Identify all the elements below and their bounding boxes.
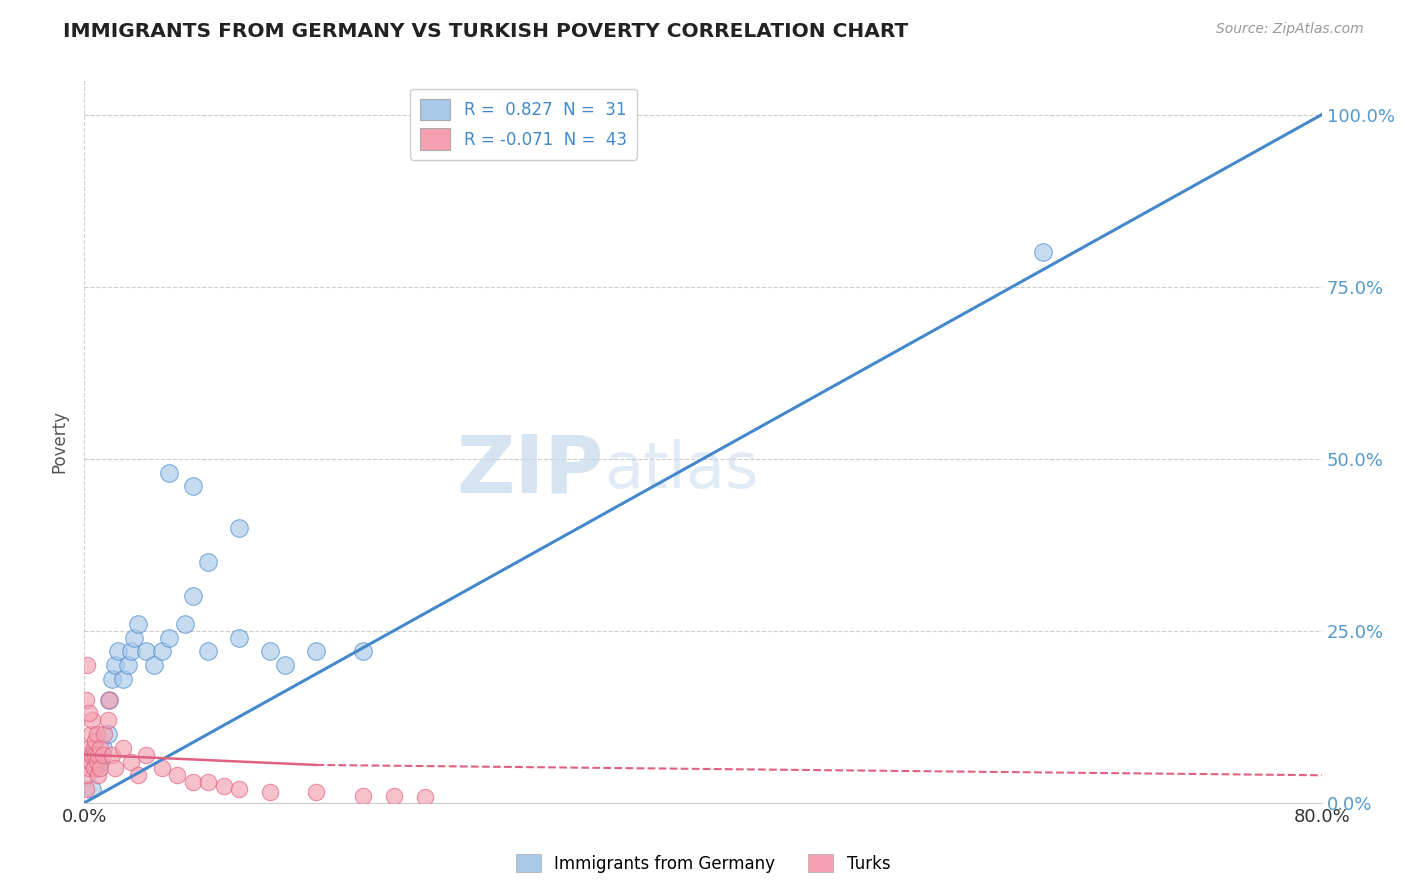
Point	[120, 644, 142, 658]
Point	[98, 692, 121, 706]
Point	[98, 692, 121, 706]
Y-axis label: Poverty: Poverty	[51, 410, 69, 473]
Legend: Immigrants from Germany, Turks: Immigrants from Germany, Turks	[509, 847, 897, 880]
Point	[259, 785, 281, 799]
Point	[89, 740, 111, 755]
Point	[87, 768, 110, 782]
Point	[112, 740, 135, 755]
Point	[143, 658, 166, 673]
Point	[305, 785, 328, 799]
Point	[135, 747, 157, 762]
Point	[83, 761, 105, 775]
Point	[96, 713, 118, 727]
Point	[87, 747, 110, 762]
Point	[197, 644, 219, 658]
Point	[135, 644, 157, 658]
Point	[104, 761, 127, 775]
Point	[159, 466, 180, 480]
Point	[305, 644, 328, 658]
Point	[77, 740, 100, 755]
Point	[104, 658, 127, 673]
Point	[228, 631, 250, 645]
Point	[79, 727, 101, 741]
Point	[96, 727, 118, 741]
Point	[122, 631, 145, 645]
Point	[382, 789, 405, 803]
Point	[77, 761, 100, 775]
Point	[101, 672, 124, 686]
Point	[228, 782, 250, 797]
Point	[274, 658, 297, 673]
Point	[212, 779, 235, 793]
Point	[150, 644, 173, 658]
Point	[75, 782, 97, 797]
Point	[101, 747, 124, 762]
Point	[127, 768, 149, 782]
Point	[76, 658, 98, 673]
Legend: R =  0.827  N =  31, R = -0.071  N =  43: R = 0.827 N = 31, R = -0.071 N = 43	[411, 88, 637, 160]
Point	[166, 768, 188, 782]
Point	[228, 520, 250, 534]
Point	[127, 616, 149, 631]
Point	[86, 755, 108, 769]
Point	[181, 775, 204, 789]
Point	[197, 775, 219, 789]
Point	[259, 644, 281, 658]
Point	[76, 747, 98, 762]
Point	[413, 790, 436, 805]
Point	[181, 479, 204, 493]
Point	[174, 616, 197, 631]
Point	[82, 747, 104, 762]
Point	[91, 747, 114, 762]
Point	[84, 734, 107, 748]
Point	[107, 644, 129, 658]
Point	[83, 740, 105, 755]
Text: IMMIGRANTS FROM GERMANY VS TURKISH POVERTY CORRELATION CHART: IMMIGRANTS FROM GERMANY VS TURKISH POVER…	[63, 22, 908, 41]
Point	[84, 761, 107, 775]
Text: atlas: atlas	[605, 440, 758, 501]
Point	[197, 555, 219, 569]
Point	[112, 672, 135, 686]
Point	[91, 740, 114, 755]
Point	[82, 713, 104, 727]
Point	[181, 590, 204, 604]
Point	[159, 631, 180, 645]
Point	[93, 727, 115, 741]
Point	[79, 755, 101, 769]
Point	[352, 789, 374, 803]
Point	[89, 755, 111, 769]
Text: Source: ZipAtlas.com: Source: ZipAtlas.com	[1216, 22, 1364, 37]
Point	[84, 747, 107, 762]
Point	[75, 692, 97, 706]
Point	[77, 706, 100, 721]
Text: ZIP: ZIP	[457, 432, 605, 509]
Point	[89, 761, 111, 775]
Point	[1032, 245, 1054, 260]
Point	[76, 768, 98, 782]
Point	[352, 644, 374, 658]
Point	[117, 658, 139, 673]
Point	[86, 727, 108, 741]
Point	[82, 782, 104, 797]
Point	[120, 755, 142, 769]
Point	[150, 761, 173, 775]
